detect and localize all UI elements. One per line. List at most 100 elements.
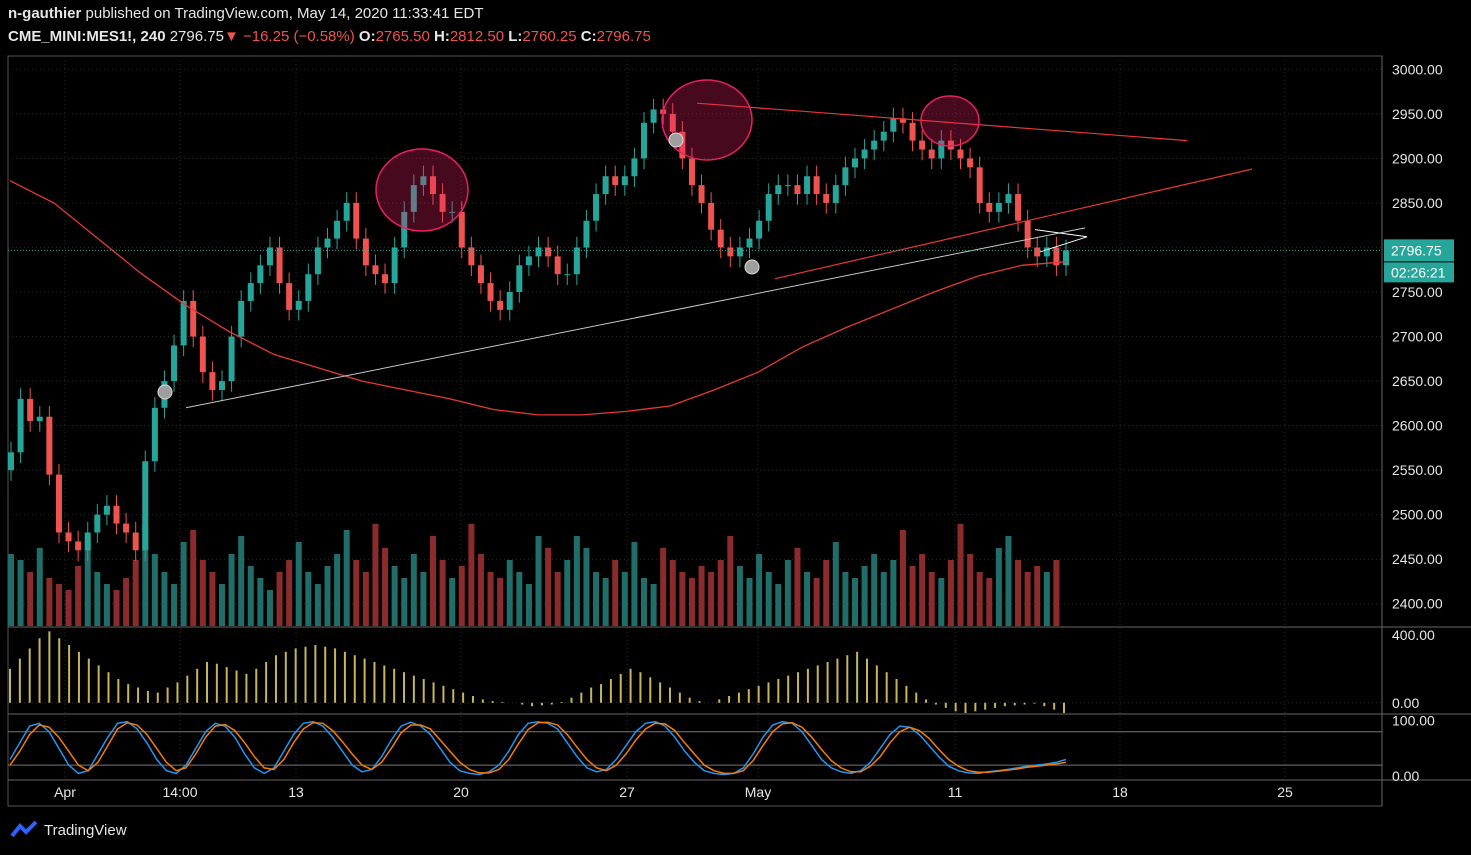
tradingview-logo[interactable]: TradingView (10, 820, 127, 840)
candle-body (219, 381, 225, 390)
moving-average-line (9, 180, 1067, 416)
volume-bar (94, 572, 101, 626)
volume-bar (477, 554, 484, 626)
candle-body (746, 238, 753, 248)
candle-body (612, 176, 619, 186)
volume-bar (458, 566, 465, 626)
volume-bar (449, 578, 456, 626)
candle-body (324, 238, 331, 248)
candle-body (65, 532, 72, 542)
x-tick-label: May (745, 784, 771, 800)
candle-body (439, 194, 446, 212)
candle-body (919, 140, 926, 150)
candle-body (266, 247, 273, 266)
candle-body (938, 140, 945, 159)
volume-bar (804, 572, 811, 626)
x-tick-label: 11 (948, 784, 963, 800)
volume-bar (746, 578, 753, 626)
volume-bar (717, 560, 724, 626)
candle-body (564, 274, 571, 276)
candle-body (420, 176, 427, 186)
candle-body (679, 131, 686, 159)
volume-bar (295, 542, 302, 626)
y-tick-label: 2850.00 (1392, 195, 1443, 211)
candle-body (967, 158, 974, 168)
down-arrow-icon: ▼ (223, 28, 239, 45)
volume-bar (410, 554, 417, 626)
candle-body (362, 238, 369, 266)
candle-body (727, 247, 734, 257)
candle-body (247, 283, 254, 301)
high-value: 2812.50 (449, 28, 505, 45)
volume-bar (199, 560, 206, 626)
alarm-clock-icon (157, 384, 173, 400)
candle-body (688, 158, 695, 186)
volume-bar (430, 536, 436, 626)
candle-body (775, 185, 782, 195)
candle-body (1053, 247, 1060, 266)
candle-body (257, 265, 264, 284)
volume-bar (1034, 566, 1041, 626)
candle-body (593, 194, 600, 221)
volume-bar (995, 548, 1002, 626)
candle-body (928, 149, 935, 159)
candle-body (631, 158, 638, 177)
countdown-label: 02:26:21 (1391, 264, 1446, 280)
volume-bar (324, 566, 331, 626)
candle-body (430, 176, 436, 195)
tradingview-logo-icon (10, 820, 38, 838)
volume-bar (180, 542, 187, 626)
oscillator-tick-label: 400.00 (1392, 627, 1435, 643)
volume-bar (113, 590, 120, 626)
candle-body (756, 220, 763, 239)
ohlc-line: CME_MINI:MES1!, 240 2796.75▼ −16.25 (−0.… (8, 28, 651, 45)
volume-bar (1015, 560, 1022, 626)
candle-body (794, 185, 801, 195)
candle-body (305, 274, 312, 301)
candle-body (468, 247, 475, 266)
volume-bar (17, 560, 24, 626)
candle-body (1043, 247, 1050, 257)
y-tick-label: 2500.00 (1392, 507, 1443, 523)
candle-body (209, 372, 216, 390)
volume-bar (487, 572, 494, 626)
volume-bar (947, 560, 954, 626)
close-value: 2796.75 (596, 28, 651, 45)
volume-bar (305, 572, 312, 626)
volume-bar (506, 560, 513, 626)
candle-body (736, 247, 743, 257)
candle-body (36, 416, 43, 422)
open-value: 2765.50 (375, 28, 430, 45)
x-tick-label: 25 (1277, 784, 1293, 800)
candle-body (717, 229, 724, 248)
volume-bar (334, 554, 341, 626)
volume-bar (871, 554, 878, 626)
candle-body (852, 158, 858, 168)
y-tick-label: 2750.00 (1392, 284, 1443, 300)
candle-body (1024, 220, 1031, 248)
candle-body (276, 247, 283, 284)
symbol-label[interactable]: CME_MINI:MES1!, 240 (8, 28, 166, 45)
oscillator-tick-label: 0.00 (1392, 695, 1419, 711)
candle-body (314, 247, 321, 275)
volume-bar (679, 572, 686, 626)
candle-body (46, 416, 53, 475)
candle-body (909, 122, 916, 141)
candle-body (698, 185, 705, 203)
volume-bar (75, 566, 82, 626)
stochastic-tick-label: 0.00 (1392, 768, 1419, 784)
publisher-name[interactable]: n-gauthier (8, 5, 82, 22)
x-tick-label: 13 (288, 784, 304, 800)
volume-bar (103, 584, 110, 626)
candle-body (880, 131, 887, 141)
volume-bar (391, 566, 398, 626)
volume-bar (583, 548, 590, 626)
volume-bar (765, 572, 772, 626)
volume-bar (171, 584, 178, 626)
candle-body (1005, 194, 1012, 203)
volume-bar (784, 560, 791, 626)
candle-body (621, 176, 628, 186)
volume-bar (420, 572, 427, 626)
y-tick-label: 2400.00 (1392, 596, 1443, 612)
